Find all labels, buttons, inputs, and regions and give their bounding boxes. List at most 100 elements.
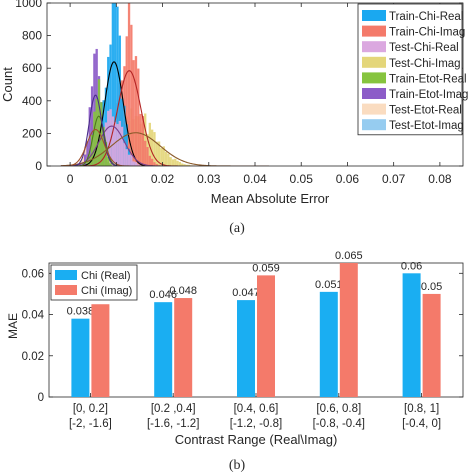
- fit-curve-train-etot-real: [60, 115, 269, 166]
- bar-chi-real-: [71, 318, 90, 397]
- legend-top: Train-Chi-Real Train-Chi-Imag Test-Chi-Rea…: [357, 3, 468, 136]
- x-tick-label: 0.07: [382, 172, 406, 186]
- hist-bar: [146, 146, 149, 166]
- hist-bar: [93, 53, 96, 166]
- hist-bar: [90, 86, 94, 166]
- hist-bar: [178, 161, 182, 166]
- category-label-imag: [-0.4, 0]: [402, 418, 441, 430]
- legend-label: Train-Etot-Imag: [389, 89, 468, 101]
- bar-value-label: 0.048: [169, 285, 197, 297]
- hist-bar: [155, 141, 158, 166]
- hist-bar: [185, 164, 188, 166]
- hist-bar: [153, 162, 156, 166]
- category-label-real: [0.8, 1]: [404, 403, 439, 415]
- x-tick-label: 0.08: [428, 172, 452, 186]
- hist-bar: [93, 111, 96, 166]
- hist-bar: [187, 164, 191, 166]
- legend-swatch: [362, 119, 386, 131]
- caption-a: (a): [229, 221, 245, 236]
- hist-bar: [141, 116, 145, 166]
- hist-bar: [125, 149, 128, 166]
- legend-label: Train-Etot-Real: [389, 73, 467, 85]
- bar-value-label: 0.038: [67, 306, 95, 318]
- legend-swatch: [362, 72, 386, 84]
- hist-bar: [162, 146, 165, 166]
- bar-value-label: 0.046: [149, 289, 177, 301]
- legend-label: Test-Etot-Imag: [389, 120, 464, 132]
- hist-bar: [118, 120, 121, 166]
- hist-bar: [97, 79, 101, 166]
- hist-bar: [120, 126, 124, 166]
- x-tick-label: 0.04: [243, 172, 267, 186]
- hist-bar: [109, 163, 112, 166]
- x-tick-label: 0.05: [290, 172, 314, 186]
- hist-bar: [90, 135, 94, 166]
- hist-bar: [155, 164, 158, 166]
- hist-bar: [109, 109, 112, 166]
- bar-chi-imag-: [257, 275, 275, 397]
- hist-bar: [139, 164, 142, 166]
- bar-chi-imag-: [422, 293, 441, 397]
- hist-bar: [111, 116, 115, 166]
- hist-bar: [109, 160, 112, 166]
- y-tick-label: 0: [38, 392, 44, 404]
- category-label-real: [0.4, 0.6]: [234, 403, 279, 415]
- hist-bar: [132, 60, 135, 166]
- x-tick-label: 0.01: [105, 172, 129, 186]
- legend-swatch: [362, 88, 386, 99]
- hist-bar: [137, 68, 140, 166]
- legend-swatch: [362, 103, 386, 115]
- hist-bar: [81, 156, 84, 166]
- hist-bar: [160, 148, 163, 166]
- category-label-imag: [-0.8, -0.4]: [313, 418, 365, 430]
- x-tick-label: 0.06: [336, 172, 360, 186]
- y-tick-label: 0.04: [22, 310, 45, 322]
- hist-bar: [130, 154, 133, 166]
- fit-curve-train-etot-imag: [60, 94, 269, 166]
- legend-swatch: [55, 270, 77, 280]
- legend-bottom: Chi (Real) Chi (Imag): [50, 264, 138, 301]
- hist-bar: [132, 161, 135, 166]
- legend-swatch: [362, 56, 386, 68]
- hist-bar: [123, 142, 126, 166]
- hist-bar: [109, 44, 112, 166]
- hist-bar: [144, 113, 147, 166]
- y-axis-label: MAE: [6, 313, 20, 339]
- hist-bar: [167, 153, 170, 166]
- bar-chi-real-: [402, 273, 421, 397]
- category-label-real: [0.6, 0.8]: [316, 403, 361, 415]
- y-tick-label: 800: [22, 29, 42, 43]
- bars: 0.0380.0450.0460.0480.0470.0590.0510.065…: [67, 250, 442, 397]
- hist-bar: [174, 158, 177, 166]
- hist-bar: [100, 102, 103, 166]
- hist-bar: [151, 129, 154, 166]
- hist-bar: [118, 35, 121, 166]
- hist-bar: [107, 110, 110, 166]
- y-axis-label: Count: [0, 67, 15, 102]
- legend-swatch: [55, 285, 77, 295]
- hist-bar: [114, 122, 117, 166]
- hist-bar: [95, 98, 98, 166]
- hist-bar: [181, 163, 184, 166]
- hist-bar: [148, 155, 151, 166]
- hist-bar: [157, 141, 161, 166]
- legend-label: Chi (Real): [81, 270, 131, 282]
- hist-bar: [164, 151, 168, 166]
- hist-bar: [81, 162, 84, 166]
- y-tick-label: 0.06: [22, 268, 44, 280]
- y-tick-label: 0: [35, 159, 42, 173]
- bar-value-label: 0.059: [252, 262, 280, 274]
- category-label-imag: [-2, -1.6]: [69, 418, 112, 430]
- x-axis-label: Mean Absolute Error: [211, 191, 330, 206]
- category-label-real: [0.2 ,0.4]: [151, 403, 196, 415]
- bar-value-label: 0.05: [421, 281, 442, 293]
- hist-bar: [134, 56, 138, 166]
- hist-bar: [139, 113, 142, 166]
- bar-value-label: 0.047: [232, 287, 260, 299]
- legend-swatch: [362, 10, 386, 21]
- category-label-imag: [-1.6, -1.2]: [147, 418, 199, 430]
- bar-chi-real-: [154, 302, 173, 397]
- bar-chi-imag-: [339, 263, 358, 397]
- caption-b: (b): [229, 458, 246, 473]
- bar-chi-imag-: [174, 298, 193, 397]
